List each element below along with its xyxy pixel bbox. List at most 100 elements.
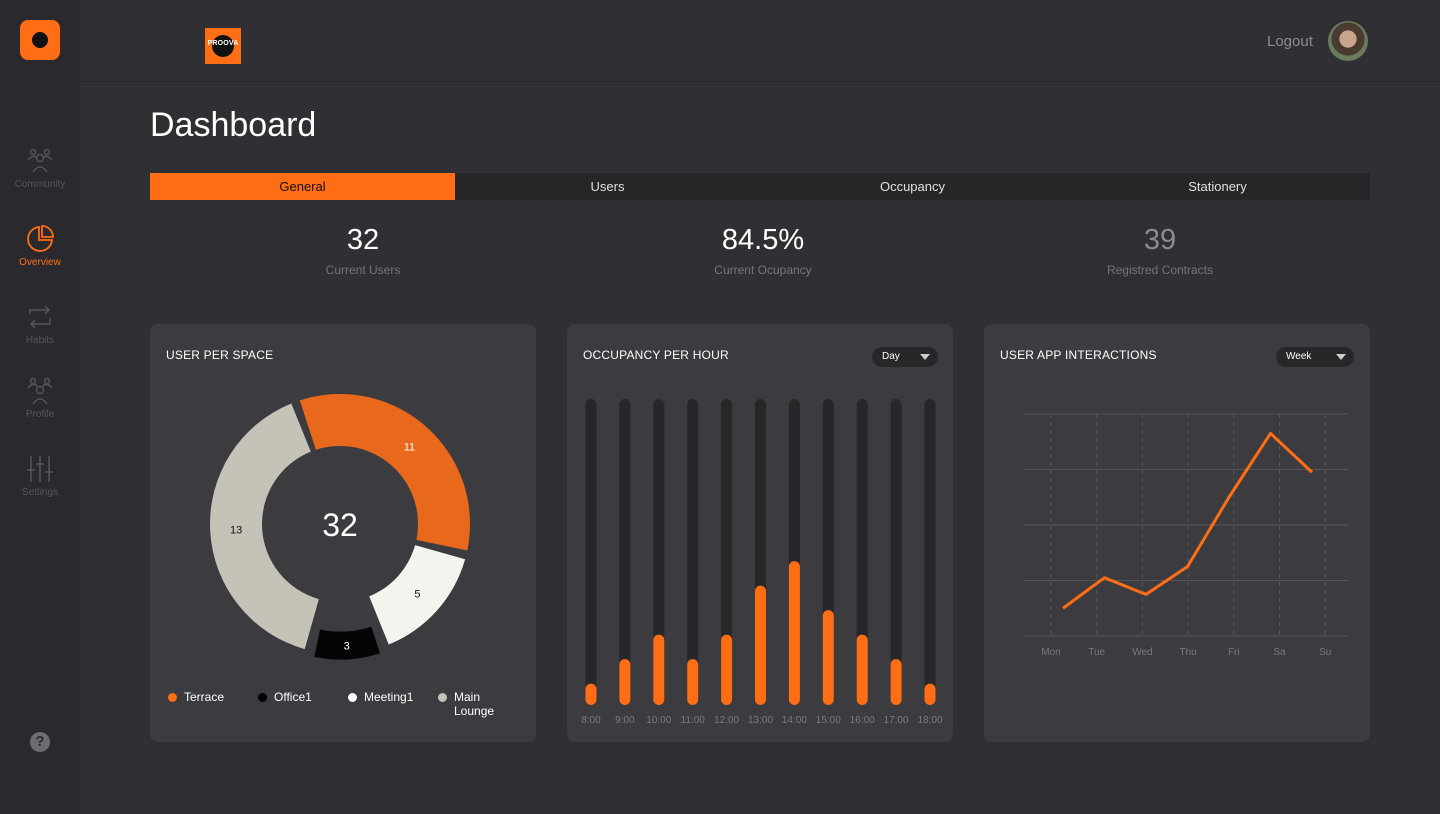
legend-swatch [348, 693, 357, 702]
user-per-space-card: USER PER SPACE 11 5 3 13 32 Terrace Office1 … [150, 324, 536, 742]
pie-chart-icon [27, 225, 54, 252]
legend-item: Meeting1 [348, 690, 413, 704]
bar [721, 634, 733, 705]
sidebar-item-label: Community [14, 179, 66, 190]
bar-track [721, 399, 733, 705]
x-tick-label: Wed [1132, 647, 1152, 658]
bar-tick-label: 15:00 [816, 715, 841, 726]
bar [890, 659, 902, 705]
sidebar-item-habits[interactable]: Habits [0, 302, 80, 346]
donut-slice-label: 3 [344, 640, 350, 652]
stat-label: Current Ocupancy [714, 263, 812, 277]
legend-label: Terrace [184, 690, 225, 704]
stat-registered-contracts: 39 Registred Contracts [1040, 224, 1280, 277]
sidebar-item-community[interactable]: Community [0, 146, 80, 190]
bar-tick-label: 10:00 [646, 715, 671, 726]
help-icon[interactable]: ? [30, 732, 50, 752]
bar [585, 683, 597, 705]
sidebar-item-profile[interactable]: Profile [0, 376, 80, 420]
donut-center-label: 32 [322, 507, 358, 543]
bar-tick-label: 14:00 [782, 715, 807, 726]
stat-value: 84.5% [721, 224, 805, 256]
bar-tick-label: 9:00 [615, 715, 635, 726]
tab-stationery[interactable]: Stationery [1188, 179, 1247, 194]
stat-current-users: 32 Current Users [243, 224, 483, 277]
app-logo[interactable] [20, 20, 60, 60]
x-tick-label: Sa [1273, 647, 1286, 658]
community-icon [27, 148, 53, 173]
bar [619, 659, 631, 705]
line-chart: Mon Tue Wed Thu Fri Sa Su [1024, 413, 1348, 658]
donut-slice-label: 13 [230, 525, 242, 537]
avatar[interactable] [1328, 21, 1368, 61]
logo-dot [32, 32, 48, 48]
stat-value: 39 [1143, 224, 1177, 256]
legend-swatch [258, 693, 267, 702]
bar-track [619, 399, 631, 705]
brand-logo[interactable]: PROOVA [205, 28, 241, 64]
top-bar: PROOVA Logout [80, 0, 1440, 82]
x-tick-label: Su [1319, 647, 1331, 658]
x-tick-label: Fri [1228, 647, 1240, 658]
period-dropdown[interactable]: Week [1276, 347, 1354, 367]
sidebar-item-label: Habits [25, 335, 55, 346]
page-title: Dashboard [150, 106, 317, 144]
logout-link[interactable]: Logout [1267, 33, 1313, 50]
donut-slice-label: 11 [404, 442, 415, 454]
card-title: USER APP INTERACTIONS [1000, 348, 1157, 362]
tab-users[interactable]: Users [590, 179, 625, 194]
bar [687, 659, 699, 705]
bar-track [585, 399, 597, 705]
chart-legend: Terrace Office1 Meeting1 Main Lounge [168, 690, 518, 720]
tab-general[interactable]: General [150, 173, 455, 200]
legend-swatch [168, 693, 177, 702]
bar-chart: 8:00 9:00 10:00 11:00 12:00 13:00 14:00 15:00 16… [581, 399, 943, 726]
legend-item: Office1 [258, 690, 312, 704]
dropdown-value: Day [882, 351, 900, 362]
brand-logo-text: PROOVA [207, 40, 239, 47]
x-tick-label: Thu [1179, 647, 1196, 658]
sidebar: Community Overview Habits Profil [0, 0, 80, 814]
bar [924, 683, 936, 705]
legend-item: Main Lounge [438, 690, 502, 718]
bar-track [653, 399, 665, 705]
donut-slice-terrace [299, 394, 470, 551]
donut-slice-office1 [314, 626, 380, 660]
card-title: USER PER SPACE [166, 348, 274, 362]
sidebar-item-settings[interactable]: Settings [0, 454, 80, 498]
bar-tick-label: 11:00 [681, 715, 706, 726]
bar-tick-label: 18:00 [917, 715, 942, 726]
bar-tick-label: 8:00 [581, 715, 601, 726]
period-dropdown[interactable]: Day [872, 347, 938, 367]
dropdown-value: Week [1286, 351, 1312, 362]
bar-track [890, 399, 902, 705]
chevron-down-icon [920, 354, 930, 360]
sidebar-item-overview[interactable]: Overview [0, 224, 80, 268]
bar-track [924, 399, 936, 705]
bar [856, 634, 868, 705]
series-line [1062, 431, 1314, 610]
legend-label: Main Lounge [454, 690, 495, 718]
stat-current-occupancy: 84.5% Current Ocupancy [643, 224, 883, 277]
user-app-interactions-card: USER APP INTERACTIONS Week Mon Tue Wed Thu F… [984, 324, 1370, 742]
card-title: OCCUPANCY PER HOUR [583, 348, 729, 362]
donut-slice-main-lounge [209, 403, 319, 650]
tab-occupancy[interactable]: Occupancy [879, 179, 946, 194]
tab-bar: General Users Occupancy Stationery [150, 173, 1370, 200]
donut-chart: 11 5 3 13 32 [209, 394, 470, 660]
legend-item: Terrace [168, 690, 224, 704]
x-tick-label: Tue [1088, 647, 1105, 658]
donut-slice-label: 5 [414, 588, 420, 600]
bar [788, 561, 800, 705]
bar-track [856, 399, 868, 705]
sliders-icon [27, 456, 53, 482]
bar-track [687, 399, 699, 705]
x-tick-label: Mon [1041, 647, 1060, 658]
repeat-icon [29, 305, 51, 329]
chevron-down-icon [1336, 354, 1346, 360]
legend-swatch [438, 693, 447, 702]
stat-value: 32 [346, 224, 380, 256]
legend-label: Meeting1 [364, 690, 414, 704]
occupancy-per-hour-card: OCCUPANCY PER HOUR Day 8:00 9:00 10:00 11:0… [567, 324, 953, 742]
stat-label: Registred Contracts [1106, 263, 1214, 277]
